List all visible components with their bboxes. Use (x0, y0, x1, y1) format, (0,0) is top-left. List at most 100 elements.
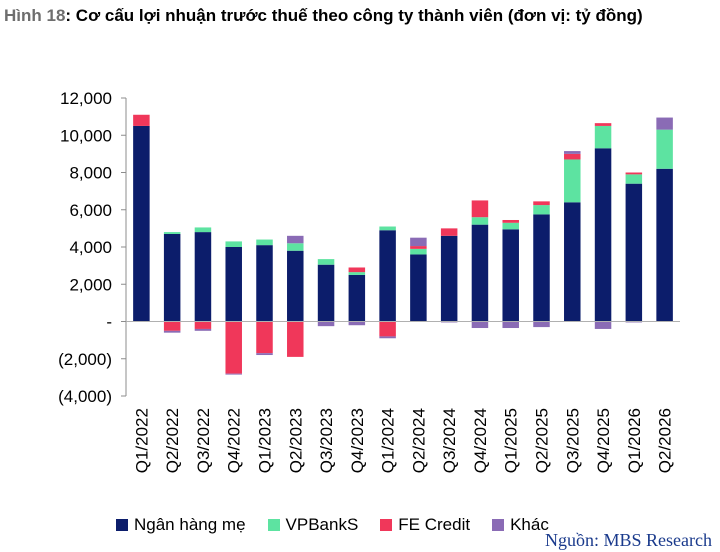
bar-segment-vpbanks (348, 272, 366, 275)
bar-segment-vpbanks (194, 227, 212, 233)
bar-segment-other (564, 151, 581, 154)
bar-segment-vpbanks (471, 217, 489, 225)
x-tick-label: Q2/2023 (286, 408, 305, 473)
bar-segment-other (379, 336, 396, 339)
bar-segment-other (594, 321, 612, 329)
bar-segment-vpbanks (594, 125, 612, 149)
bar-segment-parent-bank (656, 168, 673, 322)
x-tick-label: Q4/2024 (471, 408, 490, 473)
y-tick-label: 2,000 (69, 275, 112, 294)
bar-segment-fe-credit (379, 321, 396, 337)
bar-segment-other (256, 353, 273, 356)
source-note: Nguồn: MBS Research (543, 530, 714, 551)
bar-segment-parent-bank (317, 264, 335, 322)
bar-segment-parent-bank (625, 183, 643, 322)
x-tick-label: Q3/2022 (194, 408, 213, 473)
legend-label-parent-bank: Ngân hàng mẹ (134, 515, 246, 534)
bar-segment-parent-bank (533, 214, 550, 322)
bar-segment-vpbanks (410, 248, 427, 255)
legend-label-fe-credit: FE Credit (398, 515, 471, 534)
y-tick-label: (2,000) (58, 350, 112, 369)
bar-segment-fe-credit (256, 321, 273, 354)
legend-item-fe-credit: FE Credit (380, 515, 470, 535)
y-tick-label: 4,000 (69, 238, 112, 257)
y-tick-label: 8,000 (69, 164, 112, 183)
bar-segment-other (410, 237, 427, 247)
bar-segment-vpbanks (256, 239, 273, 246)
x-tick-label: Q1/2026 (625, 408, 644, 473)
x-tick-label: Q4/2022 (225, 408, 244, 473)
bar-segment-parent-bank (379, 230, 396, 322)
bar-segment-fe-credit (348, 267, 366, 273)
bar-segment-parent-bank (163, 233, 181, 322)
bar-segment-other (317, 321, 335, 327)
bar-segment-parent-bank (256, 245, 273, 322)
legend-label-other: Khác (510, 515, 549, 534)
bar-segment-parent-bank (564, 202, 581, 322)
figure-label: Hình 18 (4, 6, 66, 25)
x-tick-label: Q3/2023 (317, 408, 336, 473)
chart-title: Hình 18: Cơ cấu lợi nhuận trước thuế the… (4, 4, 716, 28)
bar-segment-parent-bank (194, 232, 212, 322)
bar-segment-other (287, 235, 304, 244)
bar-segment-other (225, 373, 242, 375)
x-tick-label: Q1/2025 (502, 408, 521, 473)
x-tick-label: Q2/2026 (656, 408, 675, 473)
bar-segment-other (656, 117, 673, 130)
legend-label-vpbanks: VPBankS (285, 515, 359, 534)
bar-segment-parent-bank (502, 229, 519, 322)
y-tick-label: 6,000 (69, 201, 112, 220)
bar-segment-other (502, 321, 519, 329)
bar-segment-vpbanks (379, 226, 396, 231)
figure-caption: : Cơ cấu lợi nhuận trước thuế theo công … (65, 6, 643, 25)
x-tick-label: Q4/2025 (594, 408, 613, 473)
x-tick-label: Q2/2025 (533, 408, 552, 473)
bar-segment-other (533, 321, 550, 328)
legend-item-parent-bank: Ngân hàng mẹ (116, 515, 246, 535)
y-tick-label: 12,000 (60, 89, 112, 108)
bar-segment-fe-credit (440, 228, 458, 236)
bar-segment-fe-credit (163, 321, 181, 331)
legend-swatch-fe-credit (380, 519, 393, 531)
bar-segment-vpbanks (533, 205, 550, 215)
bar-segment-vpbanks (564, 159, 581, 203)
x-tick-label: Q4/2023 (348, 408, 367, 473)
bar-segment-fe-credit (287, 321, 304, 357)
bar-segment-fe-credit (194, 321, 212, 329)
bar-segment-fe-credit (533, 201, 550, 206)
bar-segment-fe-credit (502, 219, 519, 223)
bar-segment-parent-bank (287, 250, 304, 322)
bar-segment-vpbanks (287, 243, 304, 251)
x-tick-label: Q3/2025 (563, 408, 582, 473)
y-tick-label: (4,000) (58, 387, 112, 406)
bar-segment-other (163, 330, 181, 333)
y-tick-label: 10,000 (60, 126, 112, 145)
bar-segment-vpbanks (317, 259, 335, 265)
bar-segment-parent-bank (594, 148, 612, 322)
bar-segment-vpbanks (502, 222, 519, 230)
bar-segment-parent-bank (225, 247, 242, 322)
bar-segment-fe-credit (225, 321, 242, 374)
bar-segment-other (348, 321, 366, 326)
legend-swatch-other (492, 519, 505, 531)
bar-segment-fe-credit (471, 200, 489, 218)
bar-segment-parent-bank (410, 254, 427, 322)
x-tick-label: Q2/2024 (409, 408, 428, 473)
legend-swatch-parent-bank (116, 519, 128, 531)
bar-segment-fe-credit (564, 153, 581, 160)
y-tick-label: - (106, 313, 112, 332)
legend-item-other: Khác (492, 515, 549, 535)
bar-segment-parent-bank (471, 224, 489, 322)
x-tick-label: Q1/2024 (379, 408, 398, 473)
legend-swatch-vpbanks (267, 519, 280, 531)
bar-segment-parent-bank (348, 274, 366, 322)
bar-segment-other (194, 328, 212, 331)
bar-segment-fe-credit (410, 246, 427, 249)
x-tick-label: Q3/2024 (440, 408, 459, 473)
x-tick-label: Q1/2023 (256, 408, 275, 473)
legend: Ngân hàng mẹ VPBankS FE Credit Khác (116, 514, 571, 536)
bar-segment-other (471, 321, 489, 329)
x-tick-label: Q2/2022 (163, 408, 182, 473)
bar-segment-vpbanks (656, 129, 673, 169)
